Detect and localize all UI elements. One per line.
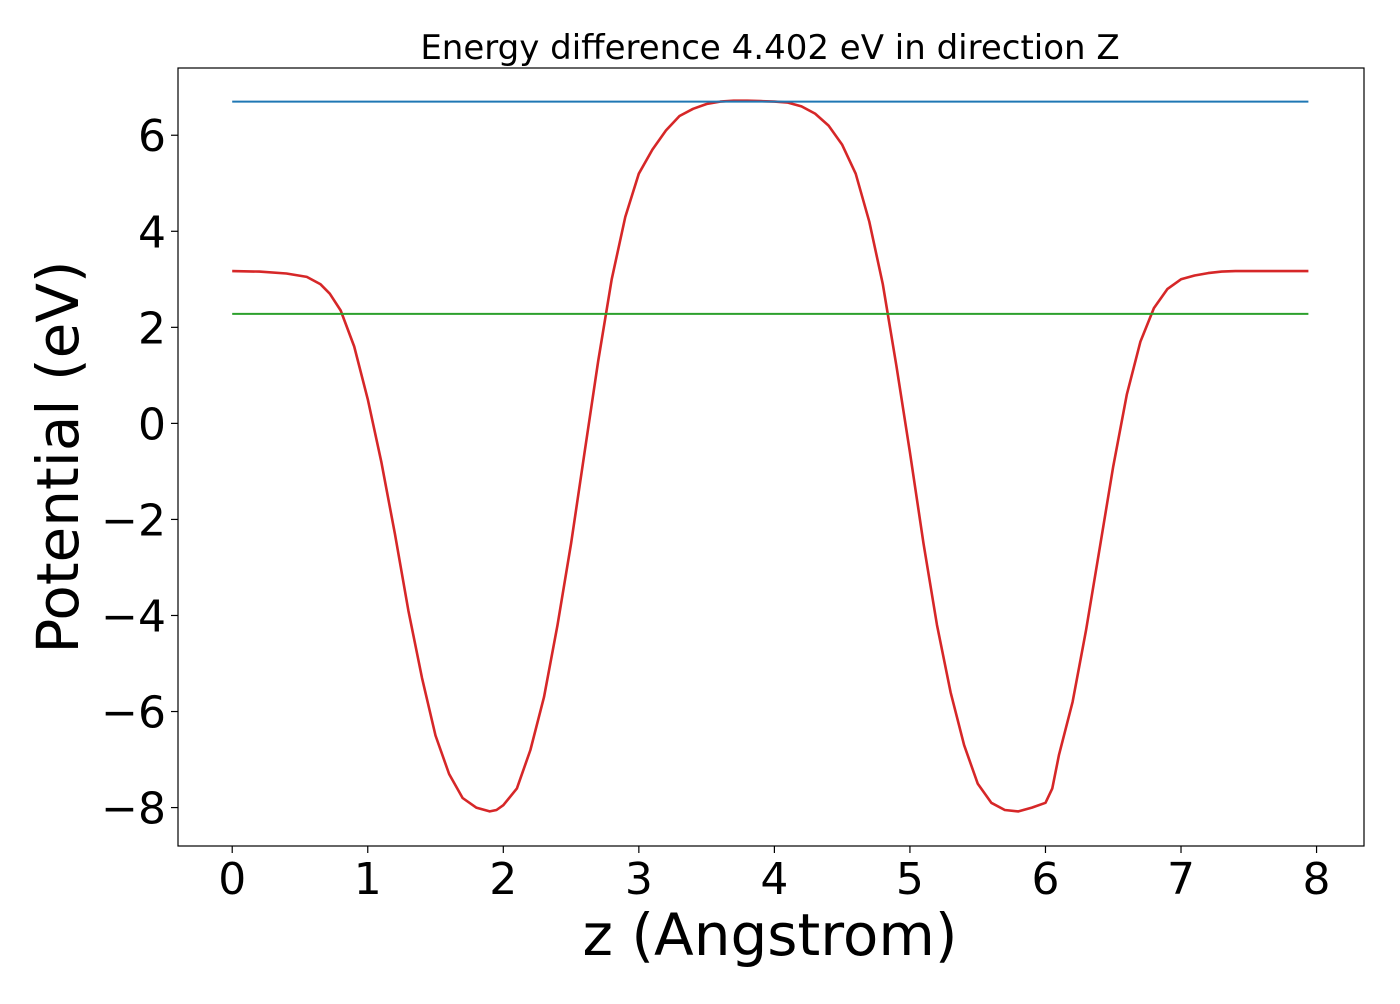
series-line-0	[232, 99, 1309, 813]
plot-area	[232, 99, 1309, 813]
y-tick-label: −4	[101, 591, 166, 642]
x-tick-label: 0	[218, 854, 246, 905]
x-tick-label: 8	[1303, 854, 1331, 905]
y-tick-label: 6	[138, 111, 166, 162]
y-tick-label: −6	[101, 688, 166, 739]
y-tick-label: 2	[138, 303, 166, 354]
y-tick-label: 4	[138, 207, 166, 258]
y-tick-label: −2	[101, 495, 166, 546]
x-tick-label: 7	[1167, 854, 1195, 905]
x-tick-label: 5	[896, 854, 924, 905]
y-axis: −8 −6 −4 −2 0 2 4 6	[101, 111, 178, 835]
x-tick-label: 6	[1031, 854, 1059, 905]
x-tick-label: 4	[760, 854, 788, 905]
x-tick-label: 2	[489, 854, 517, 905]
x-axis-label: z (Angstrom)	[583, 901, 958, 969]
x-axis: 0 1 2 3 4 5 6 7 8	[218, 846, 1331, 905]
y-axis-label: Potential (eV)	[24, 260, 92, 653]
x-tick-label: 3	[625, 854, 653, 905]
x-tick-label: 1	[354, 854, 382, 905]
chart-title: Energy difference 4.402 eV in direction …	[420, 28, 1119, 68]
y-tick-label: −8	[101, 784, 166, 835]
y-tick-label: 0	[138, 399, 166, 450]
plot-frame	[177, 67, 1365, 847]
